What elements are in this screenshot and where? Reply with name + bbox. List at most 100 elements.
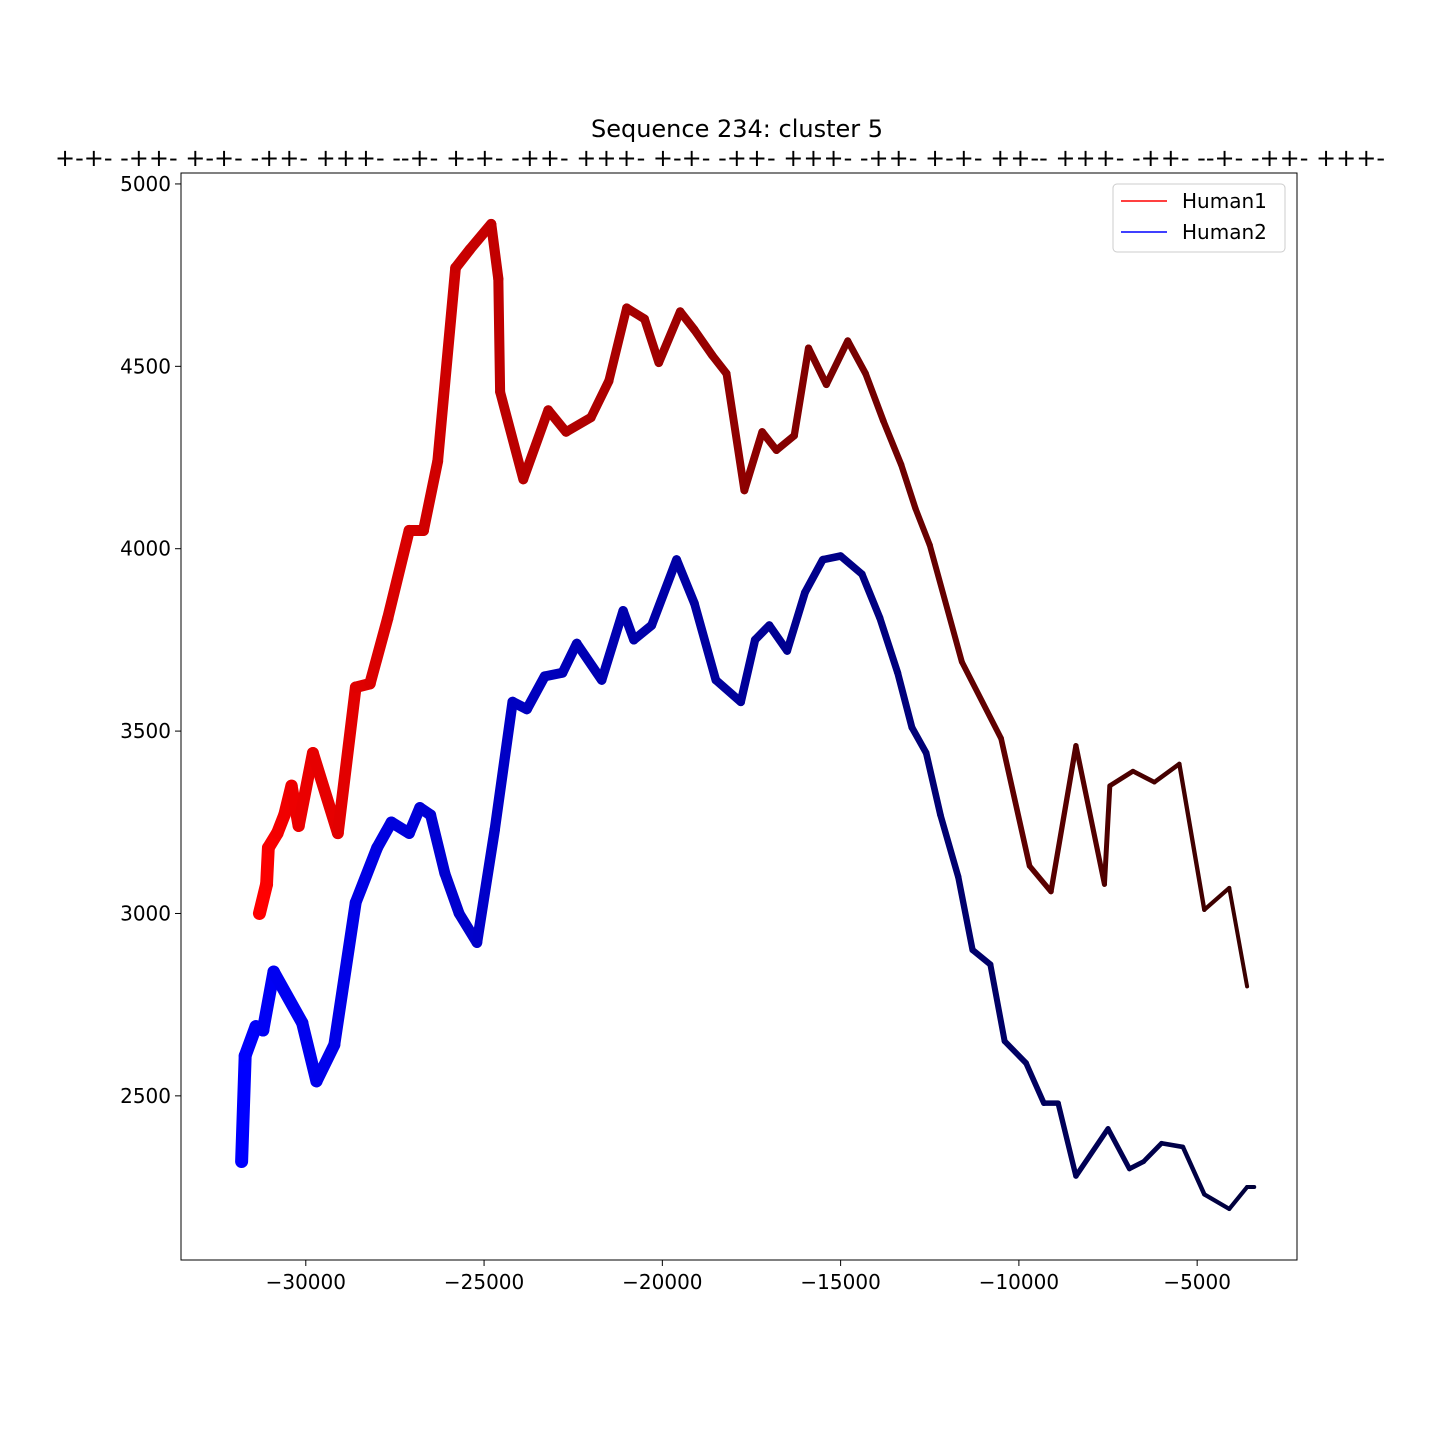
series-human2-segment bbox=[296, 1016, 323, 1088]
series-human2-segment bbox=[235, 1049, 252, 1169]
series-human2-segment bbox=[1180, 1144, 1207, 1197]
series-human2-segment bbox=[571, 638, 607, 685]
series-human1-segment bbox=[604, 303, 632, 386]
series-human1-segment bbox=[898, 461, 919, 512]
series-human1-segment bbox=[654, 307, 685, 367]
series-human2-segment bbox=[1105, 1126, 1132, 1172]
series-human1-segment bbox=[740, 428, 767, 495]
series-human2-segment bbox=[765, 621, 792, 655]
x-tick-label: −10000 bbox=[979, 1270, 1059, 1294]
series-human1-segment bbox=[332, 681, 362, 840]
series-human2-segment bbox=[894, 669, 916, 731]
series-human2-segment bbox=[783, 588, 809, 655]
series-human1-segment bbox=[561, 412, 596, 437]
series-human2-segment bbox=[310, 1038, 341, 1088]
y-tick-label: 4500 bbox=[120, 354, 171, 378]
series-human2-segment bbox=[1055, 1100, 1079, 1179]
series-human1-segment bbox=[586, 376, 614, 423]
y-tick-label: 5000 bbox=[120, 172, 171, 196]
y-tick-label: 3500 bbox=[120, 719, 171, 743]
series-human2-segment bbox=[987, 961, 1008, 1045]
series-human1-segment bbox=[418, 455, 444, 536]
x-tick-label: −5000 bbox=[1163, 1270, 1231, 1294]
series-human2-segment bbox=[1023, 1060, 1047, 1107]
series-human1-segment bbox=[958, 658, 1004, 742]
series-human2-segment bbox=[1073, 1126, 1111, 1179]
series-human2-segment bbox=[349, 841, 383, 909]
series-human1-segment bbox=[790, 344, 813, 440]
series-layer bbox=[235, 218, 1257, 1212]
series-human1-segment bbox=[804, 344, 830, 389]
series-human2-segment bbox=[1202, 1192, 1232, 1212]
series-human1-segment bbox=[844, 337, 869, 378]
series-human2-segment bbox=[328, 896, 362, 1051]
series-human2 bbox=[235, 552, 1257, 1212]
series-human1-segment bbox=[758, 428, 781, 455]
legend-label-human1: Human1 bbox=[1182, 189, 1267, 213]
series-human2-segment bbox=[801, 555, 827, 597]
series-human1-segment bbox=[1101, 783, 1113, 887]
series-human2-segment bbox=[267, 965, 309, 1030]
series-human1-segment bbox=[880, 417, 905, 469]
series-human1-segment bbox=[495, 386, 529, 485]
series-human1-segment bbox=[912, 505, 933, 549]
series-human1-segment bbox=[493, 273, 506, 397]
series-human2-segment bbox=[439, 867, 465, 919]
x-tick-label: −15000 bbox=[800, 1270, 880, 1294]
series-human2-segment bbox=[922, 749, 944, 819]
series-human2-segment bbox=[955, 873, 976, 954]
series-human1-segment bbox=[822, 337, 852, 389]
series-human2-segment bbox=[618, 606, 639, 645]
series-human1-segment bbox=[1152, 761, 1182, 785]
series-human1-segment bbox=[1227, 885, 1250, 989]
series-human1-segment bbox=[1073, 743, 1108, 887]
series-human2-segment bbox=[711, 675, 746, 707]
series-human1-segment bbox=[1130, 768, 1157, 785]
series-human2-segment bbox=[836, 552, 866, 578]
series-human1-segment bbox=[640, 314, 664, 368]
series-human1-segment bbox=[926, 542, 965, 665]
series-human2-segment bbox=[937, 811, 962, 881]
series-human1-segment bbox=[998, 735, 1033, 869]
series-human2-segment bbox=[908, 724, 930, 757]
plot-area-frame bbox=[180, 172, 1298, 1261]
x-tick-label: −30000 bbox=[266, 1270, 346, 1294]
series-human1-segment bbox=[382, 524, 415, 624]
series-human1-segment bbox=[518, 405, 554, 485]
x-tick-label: −20000 bbox=[622, 1270, 702, 1294]
series-human2-segment bbox=[1141, 1140, 1164, 1164]
series-human1 bbox=[252, 218, 1250, 989]
series-human1-segment bbox=[1107, 768, 1136, 789]
legend: Human1 Human2 bbox=[1112, 183, 1286, 253]
series-human2-segment bbox=[672, 555, 699, 608]
series-human2-segment bbox=[736, 635, 760, 707]
series-human1-segment bbox=[486, 218, 504, 284]
series-human2-segment bbox=[876, 614, 902, 677]
y-tick-label: 2500 bbox=[120, 1084, 171, 1108]
series-human2-segment bbox=[597, 606, 628, 685]
axes: −30000 −25000 −20000 −15000 −10000 −5000 2500 3… bbox=[120, 172, 1231, 1294]
series-human1-segment bbox=[1048, 743, 1079, 895]
series-human2-segment bbox=[1159, 1140, 1186, 1150]
series-human2-segment bbox=[1001, 1038, 1029, 1066]
series-human2-segment bbox=[858, 570, 884, 622]
series-human1-segment bbox=[690, 325, 717, 360]
series-human2-segment bbox=[1227, 1184, 1250, 1212]
y-tick-label: 4000 bbox=[120, 537, 171, 561]
series-human2-segment bbox=[256, 965, 280, 1037]
series-human2-segment bbox=[425, 809, 451, 879]
series-human2-segment bbox=[690, 599, 721, 685]
series-human1-segment bbox=[862, 370, 887, 425]
series-human2-segment bbox=[969, 946, 994, 968]
sign-pattern-label: +-+- -++- +-+- -++- +++- --+- +-+- -++- … bbox=[55, 144, 1385, 172]
series-human2-segment bbox=[489, 696, 518, 835]
series-human1-segment bbox=[772, 431, 798, 454]
legend-label-human2: Human2 bbox=[1182, 220, 1267, 244]
series-human1-segment bbox=[1177, 761, 1207, 912]
series-human1-segment bbox=[543, 405, 571, 437]
chart-title: Sequence 234: cluster 5 bbox=[591, 115, 883, 143]
series-human1-segment bbox=[1026, 863, 1054, 895]
series-human2-segment bbox=[471, 824, 501, 948]
series-human1-segment bbox=[432, 262, 461, 467]
